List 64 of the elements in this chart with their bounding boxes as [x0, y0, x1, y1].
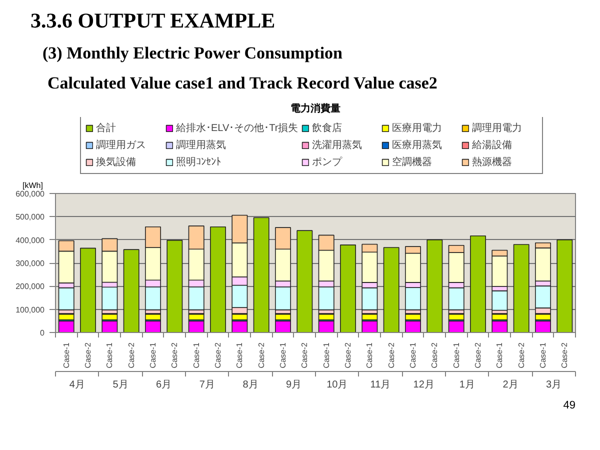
- legend-label: 合計: [96, 122, 117, 135]
- text: 12月: [413, 380, 434, 390]
- text: Calculated Value case1 and Track Record Value case2: [48, 74, 438, 92]
- x-tick-label: Case-1: [278, 342, 288, 368]
- legend-label: 空調機器: [392, 156, 434, 169]
- text: 電力消費量: [290, 102, 340, 114]
- x-tick-label: Case-2: [344, 342, 352, 368]
- y-tick-label: 500,000: [16, 212, 46, 222]
- text: 1月: [459, 380, 475, 390]
- y-tick-label: 200,000: [16, 282, 46, 292]
- text: 10月: [326, 380, 348, 390]
- chart-subtitle: (3) Monthly Electric Power Consumption: [42, 44, 344, 62]
- x-tick-label: Case-1: [322, 342, 331, 368]
- y-tick-label: 300,000: [16, 259, 46, 268]
- x-tick-label: Case-2: [560, 342, 570, 368]
- x-tick-label: Case-2: [214, 342, 222, 368]
- x-tick-label: Case-2: [300, 342, 310, 368]
- y-tick-label: 100,000: [16, 305, 46, 314]
- legend-label: 洗濯用蒸気: [312, 138, 364, 152]
- text: 5月: [112, 380, 128, 390]
- x-tick-label: Case-2: [256, 342, 266, 368]
- text: 11月: [370, 380, 391, 390]
- x-tick-label: Case-1: [192, 342, 201, 368]
- text: 9月: [286, 380, 302, 390]
- legend-label: 医療用電力: [392, 122, 444, 135]
- x-tick-label: Case-1: [235, 342, 244, 368]
- legend-label: 調理用蒸気: [176, 138, 227, 152]
- x-tick-label: Case-1: [148, 342, 158, 368]
- x-tick-label: Case-2: [386, 342, 396, 368]
- y-axis-title: [kWh]: [22, 181, 43, 190]
- legend-label: ポンプ: [312, 156, 344, 169]
- x-tick-label: Case-2: [474, 342, 482, 368]
- legend-label: 調理用電力: [472, 122, 524, 135]
- x-tick-label: Case-1: [538, 342, 548, 368]
- text: 2月: [502, 380, 518, 390]
- text: 49: [563, 400, 576, 412]
- x-tick-label: Case-1: [452, 342, 461, 368]
- legend-label: 給湯設備: [472, 138, 514, 152]
- text: 4月: [69, 380, 85, 390]
- chart-title: 3.3.6 OUTPUT EXAMPLE: [30, 8, 276, 32]
- y-tick-label: 400,000: [16, 236, 46, 245]
- text: 3月: [546, 380, 562, 390]
- x-tick-label: Case-2: [126, 342, 136, 368]
- legend-label: 給排水･ELV･その他･Tr損失: [176, 122, 298, 135]
- x-tick-label: Case-1: [62, 342, 71, 368]
- legend-label: 熱源機器: [472, 156, 514, 169]
- legend-label: 医療用蒸気: [392, 138, 444, 152]
- x-tick-label: Case-1: [365, 342, 374, 368]
- x-tick-label: Case-2: [84, 342, 92, 368]
- x-tick-label: Case-1: [408, 342, 418, 368]
- x-tick-label: Case-2: [516, 342, 526, 368]
- y-tick-label: 600,000: [16, 190, 46, 198]
- x-tick-label: Case-1: [105, 342, 114, 368]
- legend-label: 照明ｺﾝｾﾝﾄ: [176, 156, 222, 169]
- text: 8月: [242, 380, 258, 390]
- x-tick-label: Case-1: [495, 342, 504, 368]
- text: 6月: [156, 380, 172, 390]
- legend-label: 換気設備: [96, 156, 137, 169]
- text: 7月: [199, 380, 215, 390]
- y-tick-label: 0: [40, 328, 46, 338]
- x-tick-label: Case-2: [170, 342, 180, 368]
- x-tick-label: Case-2: [430, 342, 440, 368]
- legend-label: 飲食店: [312, 122, 344, 135]
- legend-label: 調理用ガス: [96, 138, 147, 152]
